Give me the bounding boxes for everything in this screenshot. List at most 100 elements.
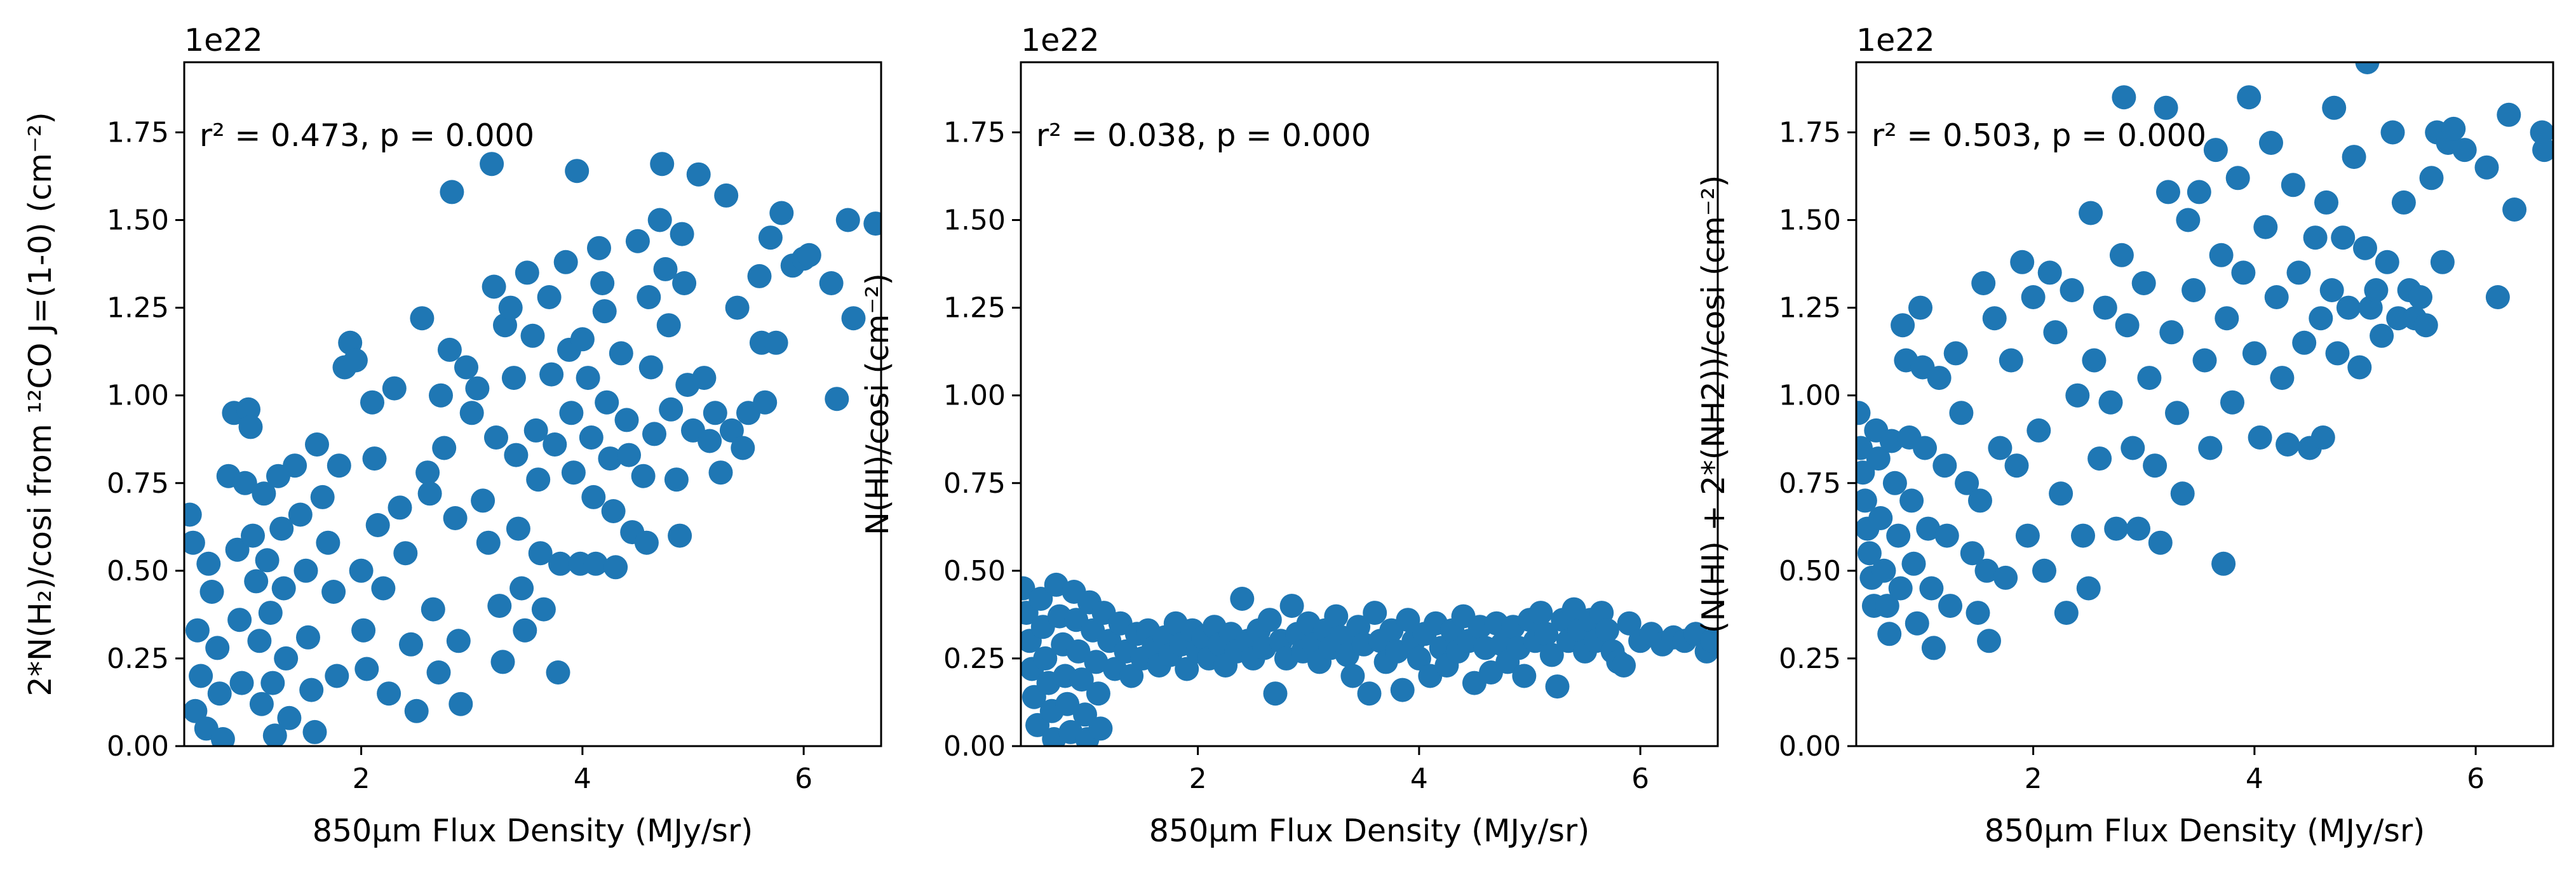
data-point [1595,618,1619,643]
data-point [426,660,451,685]
y-tick-label: 1.75 [943,116,1006,149]
y-tick-label: 0.00 [107,730,169,763]
y-axis-label: (N(HI) + 2*(NH2))/cosi (cm⁻²) [1696,175,1732,634]
data-point [459,401,484,425]
data-point [650,152,675,177]
x-tick-label: 6 [795,763,813,795]
data-point [543,432,567,457]
data-point [1977,629,2001,653]
data-point [2342,145,2366,170]
data-point [509,576,534,601]
stats-annotation: r² = 0.473, p = 0.000 [199,117,534,154]
data-point [559,401,584,425]
data-point [454,355,478,380]
data-point [2452,138,2477,163]
data-point [432,436,457,460]
data-point [1357,681,1382,706]
x-tick-label: 4 [574,763,591,795]
data-point [484,425,508,450]
y-tick-label: 1.75 [107,116,169,149]
data-point [2043,320,2068,345]
x-tick-label: 4 [1410,763,1428,795]
data-point [598,446,623,471]
data-point [1891,313,1915,338]
data-point [2259,131,2283,155]
data-point [1913,436,1937,460]
data-point [637,285,661,309]
data-point [1856,401,1871,425]
data-point [1324,604,1349,629]
data-point [2037,260,2062,285]
data-point [546,660,570,685]
data-point [1230,587,1255,611]
data-point [504,443,529,467]
data-point [1921,636,1946,660]
data-point [2109,243,2134,267]
data-point [2065,383,2090,408]
data-point [579,425,604,450]
data-point [647,208,672,232]
data-point [205,636,230,660]
data-point [2156,180,2180,204]
data-point [269,516,294,541]
data-point [1905,611,1929,636]
data-point [354,657,379,681]
data-point [565,159,590,184]
data-point [247,629,272,653]
data-point [2021,285,2046,309]
data-point [255,548,280,573]
data-point [299,678,324,702]
data-point [614,408,639,432]
data-point [388,495,412,520]
y-offset-text: 1e22 [184,22,263,58]
x-tick-label: 6 [2467,763,2485,795]
y-tick-label: 0.75 [943,467,1006,500]
data-point [227,608,252,632]
x-tick-label: 6 [1631,763,1649,795]
data-point [296,625,320,650]
data-point [184,698,208,723]
data-point [293,558,318,583]
data-point [2015,523,2040,548]
data-point [2121,436,2145,460]
data-point [561,460,586,485]
data-point [362,446,387,471]
data-point [417,481,442,506]
data-point [241,523,265,548]
data-point [2353,236,2377,260]
data-point [2292,330,2317,355]
data-point [316,530,341,555]
data-point [1390,678,1415,702]
x-tick-label: 2 [353,763,370,795]
data-point [2237,85,2262,110]
data-point [2502,197,2527,222]
data-point [2391,190,2416,215]
data-point [360,390,384,415]
data-point [2408,285,2432,309]
data-point [528,541,553,566]
x-tick-label: 2 [1189,763,1207,795]
data-point [719,418,744,443]
data-point [2364,278,2389,302]
data-point [440,180,464,204]
y-tick-label: 1.50 [943,204,1006,237]
data-point [2485,285,2510,309]
x-tick-label: 4 [2246,763,2263,795]
data-point [1971,271,1996,295]
data-point [698,429,722,453]
data-point [1857,541,1882,566]
data-point [764,330,788,355]
data-point [595,390,619,415]
data-point [399,632,423,657]
data-point [526,467,551,492]
data-point [2159,320,2184,345]
stats-annotation: r² = 0.038, p = 0.000 [1036,117,1371,154]
data-point [2154,95,2178,120]
data-point [686,162,711,187]
data-point [229,671,254,695]
data-point [2331,225,2356,250]
data-point [747,264,772,288]
data-point [1512,664,1537,688]
data-point [1363,601,1387,625]
